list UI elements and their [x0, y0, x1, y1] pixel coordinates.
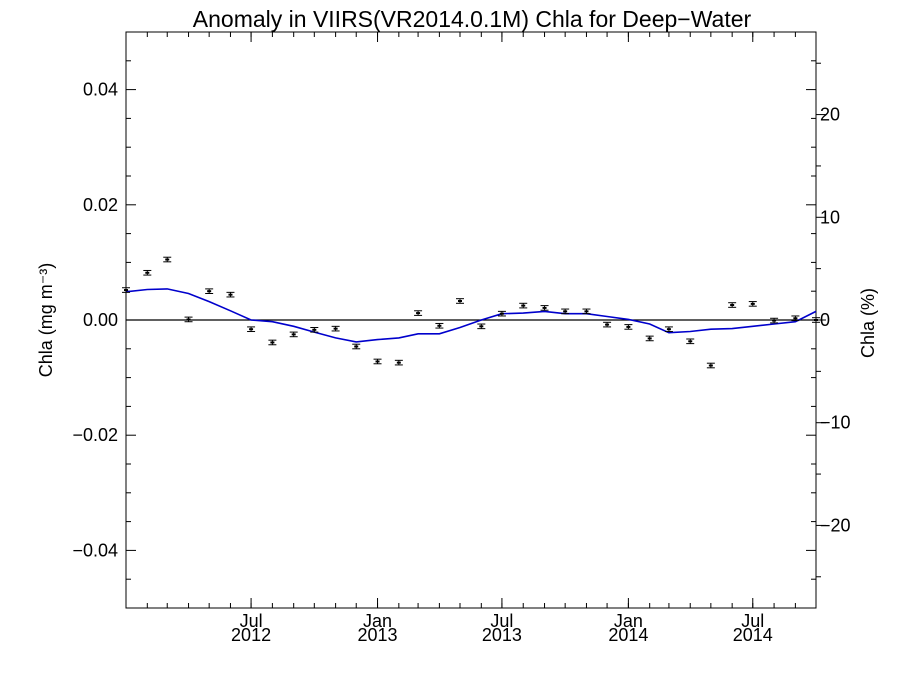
left-tick-label: −0.02	[72, 425, 118, 445]
data-point	[122, 287, 130, 293]
data-point	[477, 323, 486, 330]
data-point	[748, 301, 757, 307]
point-marker	[542, 306, 547, 309]
x-tick-label-year: 2014	[733, 625, 773, 645]
data-point	[603, 321, 612, 328]
right-tick-label: −10	[820, 413, 851, 433]
point-marker	[793, 317, 798, 320]
data-points	[122, 256, 820, 369]
y-axis-label-left: Chla (mg m⁻³)	[36, 263, 56, 378]
x-tick-label-month: Jan	[363, 611, 392, 631]
point-marker	[563, 310, 568, 313]
data-point	[373, 358, 382, 365]
right-y-axis: 20 10 0 −10 −20	[816, 62, 851, 578]
point-marker	[521, 304, 526, 307]
left-tick-label: 0.00	[83, 310, 118, 330]
data-point	[310, 326, 319, 333]
point-marker	[312, 328, 317, 331]
data-point	[143, 269, 152, 276]
point-marker	[647, 337, 652, 340]
point-marker	[666, 328, 671, 331]
data-point	[247, 326, 256, 333]
point-marker	[605, 323, 610, 326]
data-point	[352, 343, 361, 350]
x-tick-label-year: 2014	[608, 625, 648, 645]
data-point	[205, 288, 214, 295]
data-point	[582, 308, 591, 315]
point-marker	[354, 345, 359, 348]
point-marker	[207, 290, 212, 293]
data-point	[706, 362, 715, 369]
smoothed-series-line	[125, 288, 817, 343]
point-marker	[291, 333, 296, 336]
point-marker	[626, 325, 631, 328]
data-point	[289, 331, 298, 338]
point-marker	[375, 360, 380, 363]
data-point	[540, 305, 549, 311]
data-point	[770, 317, 779, 324]
point-marker	[396, 361, 401, 364]
data-point	[435, 322, 444, 329]
point-marker	[145, 271, 150, 274]
data-point	[394, 359, 403, 366]
left-tick-label: 0.02	[83, 195, 118, 215]
point-marker	[584, 310, 589, 313]
point-marker	[772, 319, 777, 322]
point-marker	[750, 302, 755, 305]
data-point	[414, 310, 423, 316]
data-point	[791, 315, 800, 322]
point-marker	[708, 364, 713, 367]
point-marker	[499, 312, 504, 315]
point-marker	[270, 341, 275, 344]
x-tick-label-month: Jul	[741, 611, 764, 631]
x-tick-label-month: Jan	[614, 611, 643, 631]
data-point	[184, 316, 193, 323]
x-tick-label-month: Jul	[490, 611, 513, 631]
point-marker	[165, 258, 170, 261]
point-marker	[416, 312, 421, 315]
data-point	[331, 325, 340, 332]
data-point	[686, 338, 695, 345]
point-marker	[730, 304, 735, 307]
x-tick-label-year: 2013	[482, 625, 522, 645]
x-tick-label-year: 2013	[358, 625, 398, 645]
point-marker	[249, 328, 254, 331]
data-point	[728, 302, 737, 308]
point-marker	[186, 318, 191, 321]
data-point	[163, 256, 172, 263]
data-point	[456, 298, 465, 304]
data-point	[226, 291, 235, 298]
point-marker	[437, 324, 442, 327]
right-tick-label: −20	[820, 515, 851, 535]
left-tick-label: −0.04	[72, 540, 118, 560]
x-tick-label-year: 2012	[231, 625, 271, 645]
point-marker	[479, 325, 484, 328]
y-axis-label-right: Chla (%)	[858, 288, 878, 358]
right-tick-label: 20	[820, 105, 840, 125]
point-marker	[458, 299, 463, 302]
x-tick-label-month: Jul	[240, 611, 263, 631]
chart-title: Anomaly in VIIRS(VR2014.0.1M) Chla for D…	[193, 6, 752, 32]
data-point	[812, 317, 820, 323]
data-point	[561, 308, 570, 315]
point-marker	[228, 293, 233, 296]
data-point	[664, 326, 673, 333]
data-point	[268, 339, 277, 346]
data-point	[624, 324, 633, 330]
data-point	[519, 302, 528, 309]
point-marker	[333, 327, 338, 330]
right-tick-label: 0	[820, 310, 830, 330]
left-tick-label: 0.04	[83, 80, 118, 100]
point-marker	[688, 340, 693, 343]
data-point	[497, 310, 506, 317]
data-point	[645, 335, 654, 342]
right-tick-label: 10	[820, 207, 840, 227]
point-marker	[814, 319, 818, 321]
point-marker	[124, 289, 128, 292]
